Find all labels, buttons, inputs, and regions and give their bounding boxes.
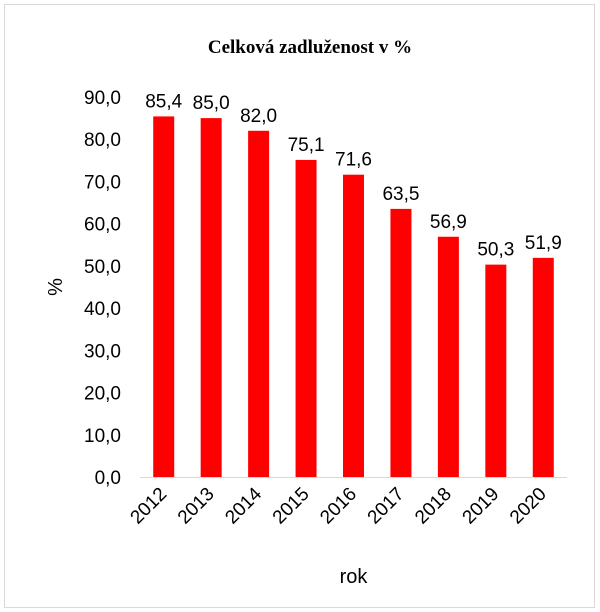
y-tick-label: 20,0 <box>84 384 121 405</box>
x-tick-label: 2015 <box>269 484 314 529</box>
x-tick-label: 2012 <box>127 484 172 529</box>
chart-title: Celková zadluženost v % <box>208 37 412 58</box>
data-label: 82,0 <box>240 106 277 127</box>
data-label: 71,6 <box>335 150 372 171</box>
bar-2012 <box>153 116 175 477</box>
y-tick-label: 80,0 <box>84 130 121 151</box>
data-label: 51,9 <box>525 233 562 254</box>
data-label: 85,4 <box>145 91 182 112</box>
bar-2019 <box>485 264 507 477</box>
y-tick-label: 40,0 <box>84 299 121 320</box>
bar-2016 <box>343 174 364 477</box>
y-axis: 0,0 10,0 20,0 30,0 40,0 50,0 60,0 70,0 80,0 90,0 <box>84 88 121 489</box>
x-axis-label: rok <box>340 566 369 588</box>
x-tick-label: 2019 <box>459 484 504 529</box>
bar-2017 <box>390 208 412 477</box>
y-tick-label: 10,0 <box>84 426 121 447</box>
x-tick-label: 2020 <box>506 484 551 529</box>
data-labels: 85,4 85,0 82,0 75,1 71,6 63,5 56,9 50,3 51,9 <box>145 91 562 260</box>
x-tick-label: 2014 <box>221 483 266 528</box>
y-tick-label: 50,0 <box>84 257 121 278</box>
data-label: 56,9 <box>430 212 467 233</box>
x-axis: 2012 2013 2014 2015 2016 2017 2018 2019 2020 <box>127 483 551 528</box>
data-label: 85,0 <box>193 93 230 114</box>
data-label: 63,5 <box>382 184 419 205</box>
data-label: 75,1 <box>288 135 325 156</box>
y-tick-label: 60,0 <box>84 215 121 236</box>
bar-2018 <box>437 236 459 477</box>
bar-2015 <box>295 159 317 477</box>
y-tick-label: 70,0 <box>84 172 121 193</box>
bar-2014 <box>248 130 270 477</box>
x-tick-label: 2017 <box>364 484 409 529</box>
y-axis-label: % <box>45 278 67 296</box>
bar-2013 <box>200 118 222 477</box>
y-tick-label: 0,0 <box>95 468 121 489</box>
bar-2020 <box>532 257 554 477</box>
data-label: 50,3 <box>477 240 514 261</box>
bars <box>153 116 554 477</box>
y-tick-label: 90,0 <box>84 88 121 109</box>
x-tick-label: 2018 <box>411 484 456 529</box>
x-tick-label: 2013 <box>174 484 219 529</box>
y-tick-label: 30,0 <box>84 341 121 362</box>
x-tick-label: 2016 <box>316 484 361 529</box>
